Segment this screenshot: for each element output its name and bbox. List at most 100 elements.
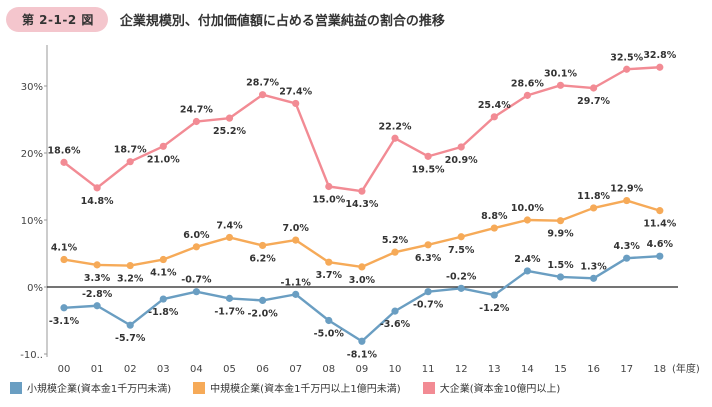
data-label-medium: 6.3% bbox=[415, 253, 442, 264]
data-label-large: 29.7% bbox=[577, 96, 610, 107]
data-label-medium: 3.0% bbox=[349, 275, 376, 286]
data-label-small: 1.3% bbox=[580, 261, 607, 272]
data-point-medium bbox=[225, 233, 234, 242]
data-label-medium: 4.1% bbox=[51, 243, 78, 254]
data-label-small: -0.7% bbox=[413, 300, 444, 311]
data-label-large: 32.5% bbox=[610, 52, 643, 63]
data-label-large: 28.7% bbox=[246, 78, 279, 89]
data-point-medium bbox=[159, 255, 167, 264]
x-tick-label: 07 bbox=[289, 364, 302, 375]
data-point-small bbox=[60, 304, 68, 312]
data-point-medium bbox=[623, 196, 631, 205]
data-label-medium: 3.7% bbox=[316, 270, 343, 281]
x-tick-label: 13 bbox=[488, 364, 501, 375]
data-point-large bbox=[60, 158, 68, 166]
data-label-medium: 3.3% bbox=[84, 273, 111, 284]
data-label-large: 28.6% bbox=[511, 78, 544, 89]
data-point-large bbox=[325, 182, 333, 191]
x-tick-label: 05 bbox=[223, 364, 236, 375]
data-point-medium bbox=[93, 261, 101, 269]
data-point-medium bbox=[490, 224, 498, 232]
data-label-medium: 6.0% bbox=[183, 230, 210, 241]
data-label-large: 18.6% bbox=[48, 145, 81, 156]
legend-item-small: 小規模企業(資本金1千万円未満) bbox=[10, 380, 171, 395]
data-point-small bbox=[623, 254, 631, 262]
data-label-large: 14.3% bbox=[345, 199, 378, 210]
data-label-large: 21.0% bbox=[147, 154, 180, 165]
data-label-large: 24.7% bbox=[180, 105, 213, 116]
data-label-small: -1.8% bbox=[148, 307, 179, 318]
data-label-medium: 5.2% bbox=[382, 235, 409, 246]
data-label-large: 20.9% bbox=[445, 155, 478, 166]
data-point-small bbox=[556, 273, 565, 281]
data-label-medium: 11.4% bbox=[643, 219, 676, 230]
data-point-medium bbox=[523, 216, 532, 224]
data-point-large bbox=[623, 65, 631, 73]
data-label-large: 14.8% bbox=[81, 196, 114, 207]
data-label-medium: 4.1% bbox=[150, 268, 177, 279]
data-point-medium bbox=[358, 263, 366, 271]
data-point-large bbox=[159, 142, 167, 150]
data-label-medium: 10.0% bbox=[511, 203, 544, 214]
legend-swatch-medium bbox=[193, 381, 206, 394]
data-label-large: 22.2% bbox=[379, 121, 412, 132]
data-label-medium: 7.4% bbox=[216, 220, 243, 231]
data-label-medium: 9.9% bbox=[547, 229, 574, 240]
data-label-medium: 7.0% bbox=[283, 223, 310, 234]
data-label-medium: 6.2% bbox=[249, 253, 276, 264]
data-label-large: 25.2% bbox=[213, 126, 246, 137]
legend: 小規模企業(資本金1千万円未満) 中規模企業(資本金1千万円以上1億円未満) 大… bbox=[10, 380, 582, 395]
data-point-large bbox=[292, 99, 300, 108]
data-point-large bbox=[556, 81, 565, 89]
data-label-large: 19.5% bbox=[412, 164, 445, 175]
data-label-large: 27.4% bbox=[279, 86, 312, 97]
data-label-medium: 7.5% bbox=[448, 245, 475, 256]
data-label-large: 32.8% bbox=[643, 50, 676, 61]
data-point-small bbox=[590, 274, 598, 282]
x-tick-label: 16 bbox=[587, 364, 600, 375]
data-point-medium bbox=[590, 204, 598, 212]
x-tick-label: 11 bbox=[422, 364, 435, 375]
legend-item-medium: 中規模企業(資本金1千万円以上1億円未満) bbox=[193, 380, 401, 395]
y-tick-label: 0% bbox=[27, 283, 43, 294]
series-line-large bbox=[63, 66, 660, 193]
x-tick-label: 09 bbox=[356, 364, 369, 375]
data-point-medium bbox=[556, 217, 565, 225]
data-point-medium bbox=[391, 248, 399, 256]
x-tick-label: 10 bbox=[389, 364, 402, 375]
data-point-small bbox=[656, 252, 664, 260]
x-axis-unit: (年度) bbox=[672, 362, 700, 375]
y-tick-label: 30% bbox=[21, 82, 43, 93]
x-tick-label: 08 bbox=[322, 364, 335, 375]
data-label-small: 4.3% bbox=[614, 241, 641, 252]
data-point-large bbox=[590, 84, 598, 92]
data-label-small: -3.6% bbox=[380, 319, 411, 330]
data-label-large: 15.0% bbox=[312, 195, 345, 206]
data-point-small bbox=[93, 302, 101, 310]
legend-swatch-large bbox=[422, 381, 435, 394]
chart-title: 企業規模別、付加価値額に占める営業純益の割合の推移 bbox=[119, 13, 445, 29]
x-tick-label: 14 bbox=[521, 364, 534, 375]
data-point-medium bbox=[60, 255, 68, 264]
data-point-small bbox=[490, 291, 498, 299]
data-point-medium bbox=[259, 241, 267, 250]
data-point-small bbox=[225, 294, 234, 302]
data-label-small: -5.7% bbox=[115, 333, 146, 344]
data-label-small: 4.6% bbox=[647, 239, 674, 250]
legend-label-medium: 中規模企業(資本金1千万円以上1億円未満) bbox=[210, 384, 401, 395]
data-point-small bbox=[292, 290, 300, 298]
data-point-small bbox=[259, 296, 267, 304]
x-tick-label: 17 bbox=[620, 364, 633, 375]
data-point-large bbox=[358, 187, 366, 195]
data-point-large bbox=[126, 158, 134, 166]
data-label-small: -5.0% bbox=[314, 329, 345, 340]
data-point-large bbox=[457, 143, 465, 151]
data-label-small: -1.2% bbox=[479, 303, 510, 314]
data-label-small: -1.7% bbox=[214, 306, 245, 317]
data-point-small bbox=[159, 295, 167, 303]
data-label-small: -0.2% bbox=[446, 271, 477, 282]
data-point-large bbox=[490, 113, 498, 121]
data-point-large bbox=[656, 63, 664, 71]
x-tick-label: 01 bbox=[91, 364, 104, 375]
data-point-small bbox=[358, 337, 366, 345]
